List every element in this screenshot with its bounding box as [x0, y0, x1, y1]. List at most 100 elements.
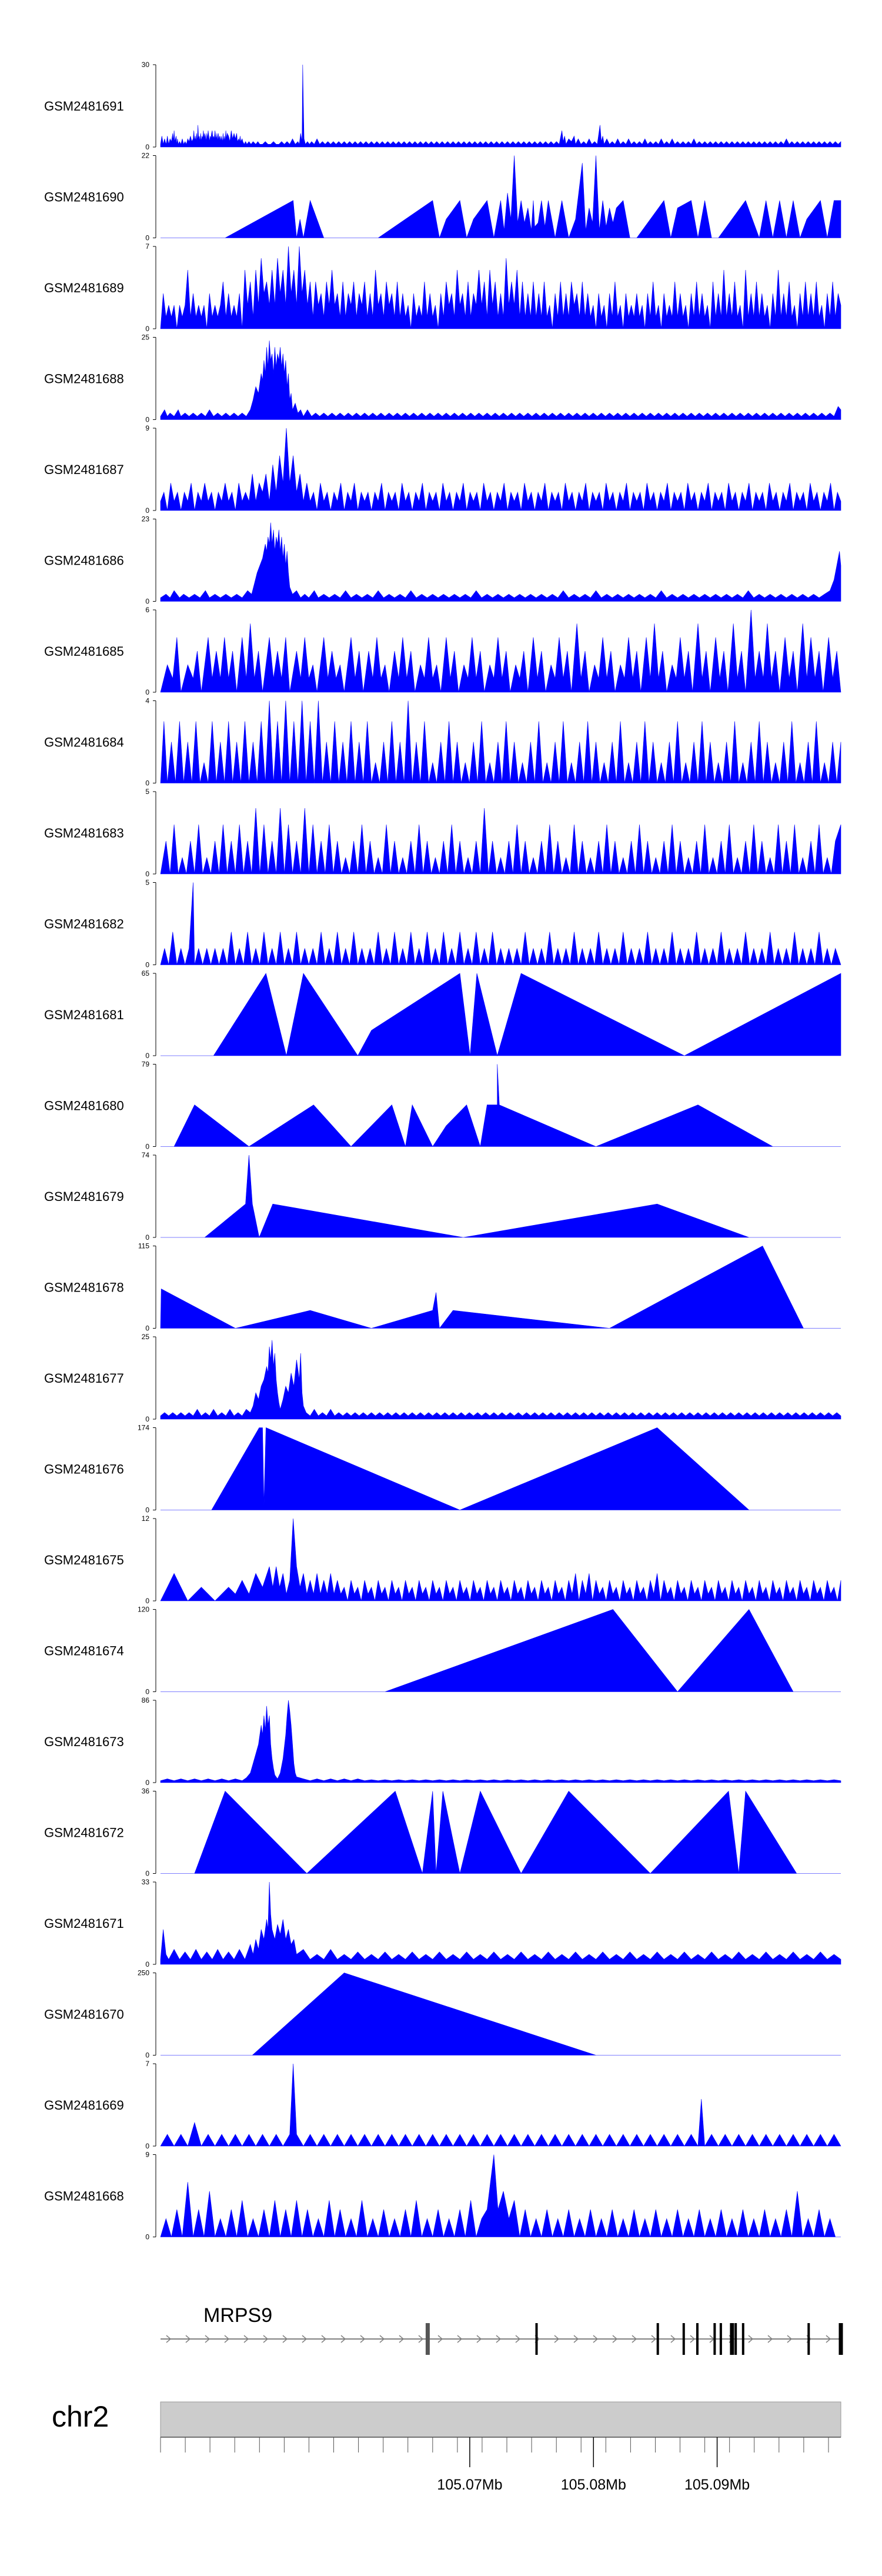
strand-arrow — [748, 2335, 754, 2343]
y-max-label: 115 — [138, 1242, 149, 1250]
axis-tick-label: 105.08Mb — [561, 2477, 626, 2493]
track-GSM2481690: GSM2481690 22 0 — [44, 152, 841, 242]
strand-arrow — [166, 2335, 172, 2343]
track-label: GSM2481688 — [44, 372, 124, 386]
track-label: GSM2481668 — [44, 2189, 124, 2204]
coverage-area — [160, 1518, 841, 1601]
gene-exon — [713, 2323, 716, 2355]
y-max-label: 23 — [142, 515, 150, 523]
y-min-label: 0 — [145, 598, 149, 606]
track-label: GSM2481681 — [44, 1007, 124, 1022]
y-max-label: 30 — [142, 61, 150, 69]
coverage-area — [160, 807, 841, 875]
y-max-label: 65 — [142, 969, 150, 977]
data-tracks: GSM2481691300GSM2481690220GSM248168970GS… — [44, 61, 841, 2241]
track-GSM2481686: GSM2481686 23 0 — [44, 515, 841, 606]
track-label: GSM2481673 — [44, 1734, 124, 1749]
coverage-area — [160, 428, 841, 511]
track-label: GSM2481690 — [44, 190, 124, 205]
coverage-area — [160, 2154, 841, 2237]
y-max-label: 74 — [142, 1151, 150, 1159]
strand-arrow — [476, 2335, 482, 2343]
y-max-label: 4 — [145, 697, 149, 705]
y-max-label: 9 — [145, 2151, 149, 2159]
track-GSM2481680: GSM2481680 79 0 — [44, 1060, 841, 1151]
track-GSM2481670: GSM2481670 250 0 — [44, 1969, 841, 2060]
y-min-label: 0 — [145, 1324, 149, 1333]
axis-ticks: 105.07Mb 105.08Mb 105.09Mb — [160, 2437, 829, 2493]
y-max-label: 5 — [145, 879, 149, 887]
coverage-area — [161, 1609, 841, 1692]
gene-exon — [741, 2323, 744, 2355]
track-GSM2481674: GSM2481674 120 0 — [44, 1606, 841, 1696]
strand-arrow — [399, 2335, 405, 2343]
y-min-label: 0 — [145, 779, 149, 788]
track-GSM2481673: GSM2481673 86 0 — [44, 1696, 841, 1787]
y-min-label: 0 — [145, 1143, 149, 1151]
track-label: GSM2481689 — [44, 281, 124, 295]
coverage-area — [161, 1427, 841, 1510]
track-label: GSM2481687 — [44, 462, 124, 477]
y-max-label: 22 — [142, 152, 150, 160]
track-label: GSM2481669 — [44, 2098, 124, 2113]
y-min-label: 0 — [145, 1960, 149, 1968]
gene-exon — [696, 2323, 699, 2355]
gene-label: MRPS9 — [203, 2304, 272, 2327]
coverage-area — [160, 1246, 841, 1329]
y-min-label: 0 — [145, 1688, 149, 1696]
y-max-label: 25 — [142, 333, 150, 342]
strand-arrow — [437, 2335, 443, 2343]
track-GSM2481691: GSM2481691 30 0 — [44, 61, 841, 151]
y-min-label: 0 — [145, 416, 149, 424]
strand-arrow — [340, 2335, 346, 2343]
y-max-label: 12 — [142, 1514, 150, 1523]
track-GSM2481669: GSM2481669 7 0 — [44, 2060, 841, 2150]
y-max-label: 120 — [138, 1606, 149, 1614]
track-GSM2481684: GSM2481684 4 0 — [44, 697, 841, 788]
coverage-area — [161, 1154, 841, 1239]
gene-exon — [838, 2323, 843, 2355]
track-label: GSM2481675 — [44, 1553, 124, 1567]
track-label: GSM2481683 — [44, 826, 124, 840]
coverage-area — [161, 1790, 841, 1874]
y-max-label: 33 — [142, 1878, 150, 1886]
track-label: GSM2481678 — [44, 1280, 124, 1295]
gene-exon — [719, 2323, 722, 2355]
strand-arrow — [690, 2335, 696, 2343]
axis-tick-label: 105.07Mb — [437, 2477, 502, 2493]
strand-arrow — [243, 2335, 249, 2343]
y-min-label: 0 — [145, 2233, 149, 2241]
track-GSM2481682: GSM2481682 5 0 — [44, 879, 841, 969]
track-label: GSM2481671 — [44, 1916, 124, 1931]
coverage-area — [160, 1881, 841, 1965]
gene-exons — [425, 2323, 843, 2355]
y-min-label: 0 — [145, 2051, 149, 2060]
strand-arrow — [457, 2335, 463, 2343]
track-GSM2481683: GSM2481683 5 0 — [44, 788, 841, 878]
track-GSM2481671: GSM2481671 33 0 — [44, 1878, 841, 1968]
strand-arrow — [554, 2335, 560, 2343]
y-max-label: 79 — [142, 1060, 150, 1069]
y-min-label: 0 — [145, 506, 149, 515]
y-min-label: 0 — [145, 1415, 149, 1423]
y-max-label: 6 — [145, 606, 149, 614]
strand-arrow — [573, 2335, 579, 2343]
coverage-area — [161, 973, 841, 1057]
gene-strand-arrows — [166, 2335, 831, 2343]
y-max-label: 5 — [145, 788, 149, 796]
coverage-area — [160, 700, 841, 783]
track-GSM2481677: GSM2481677 25 0 — [44, 1333, 841, 1423]
track-GSM2481678: GSM2481678 115 0 — [44, 1242, 841, 1333]
gene-exon — [734, 2323, 737, 2355]
strand-arrow — [767, 2335, 773, 2343]
track-GSM2481675: GSM2481675 12 0 — [44, 1514, 841, 1605]
coverage-area — [160, 2063, 841, 2147]
track-GSM2481672: GSM2481672 36 0 — [44, 1787, 841, 1878]
track-GSM2481681: GSM2481681 65 0 — [44, 969, 841, 1060]
strand-arrow — [205, 2335, 211, 2343]
strand-arrow — [612, 2335, 618, 2343]
strand-arrow — [224, 2335, 230, 2343]
track-label: GSM2481691 — [44, 99, 124, 114]
